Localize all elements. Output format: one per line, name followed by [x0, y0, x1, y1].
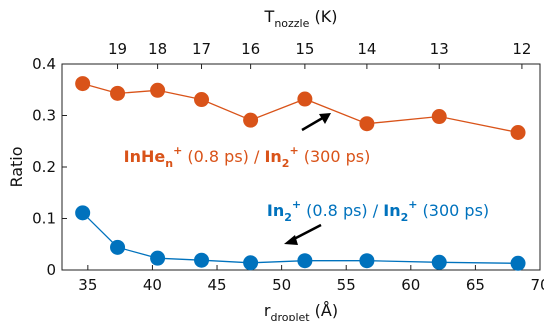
y-tick-label: 0: [46, 261, 56, 279]
annotation-part: In: [267, 201, 284, 220]
data-point-series-2: [431, 254, 447, 270]
series-line-1: [82, 82, 519, 134]
x-tick-label: 55: [337, 276, 356, 294]
x-tick-label: 70: [530, 276, 544, 294]
data-point-series-1: [110, 85, 126, 101]
annotation-part: +: [289, 144, 298, 157]
x-axis-ticks: 35 40 45 50 55 60 65 70: [78, 265, 544, 294]
top-tick-label: 16: [241, 40, 260, 58]
annotation-part: (0.8 ps) /: [182, 147, 264, 166]
annotation-part: +: [173, 144, 182, 157]
annotation-part: 2: [282, 157, 290, 170]
annotation-inhe-ratio: InHen+ (0.8 ps) / In2+ (300 ps): [124, 144, 371, 170]
top-tick-label: 15: [295, 40, 314, 58]
data-point-series-1: [75, 76, 91, 92]
data-point-series-1: [510, 124, 526, 140]
annotation-part: (300 ps): [417, 201, 489, 220]
data-point-series-1: [150, 82, 166, 98]
data-point-series-1: [243, 112, 259, 128]
x-axis-title: rdroplet (Å): [264, 301, 338, 321]
x-tick-label: 45: [207, 276, 226, 294]
data-point-series-2: [150, 250, 166, 266]
annotation-part: (0.8 ps) /: [301, 201, 383, 220]
x-tick-label: 60: [401, 276, 420, 294]
y-axis-ticks: 0 0.1 0.2 0.3 0.4: [32, 55, 67, 279]
x-tick-label: 65: [466, 276, 485, 294]
annotation-in2-ratio: In2+ (0.8 ps) / In2+ (300 ps): [267, 198, 489, 224]
data-point-series-1: [359, 116, 375, 132]
top-axis-ticks: 19 18 17 16 15 14 13 12: [108, 40, 531, 69]
x-tick-label: 50: [272, 276, 291, 294]
y-tick-label: 0.3: [32, 107, 56, 125]
top-tick-label: 19: [108, 40, 127, 58]
x-tick-label: 40: [143, 276, 162, 294]
annotation-part: 2: [401, 211, 409, 224]
top-tick-label: 14: [357, 40, 376, 58]
x-tick-label: 35: [78, 276, 97, 294]
y-tick-label: 0.1: [32, 210, 56, 228]
top-tick-label: 12: [512, 40, 531, 58]
data-point-series-2: [243, 255, 259, 271]
annotation-part: In: [383, 201, 400, 220]
arrow-blue: [291, 223, 322, 242]
annotation-part: n: [165, 157, 173, 170]
annotation-part: InHe: [124, 147, 166, 166]
data-point-series-2: [110, 239, 126, 255]
series-layer: [75, 76, 526, 271]
annotation-part: +: [292, 198, 301, 211]
arrow-blue-head: [284, 235, 298, 245]
top-tick-label: 17: [192, 40, 211, 58]
y-tick-label: 0.4: [32, 55, 56, 73]
annotation-part: (300 ps): [299, 147, 371, 166]
top-tick-label: 18: [148, 40, 167, 58]
data-point-series-2: [194, 252, 210, 268]
arrow-orange-head: [319, 113, 331, 124]
data-point-series-1: [194, 92, 210, 108]
data-point-series-1: [431, 109, 447, 125]
annotation-part: In: [264, 147, 281, 166]
data-point-series-2: [510, 255, 526, 271]
data-point-series-2: [297, 253, 313, 269]
data-point-series-2: [75, 205, 91, 221]
top-axis-title: Tnozzle (K): [264, 7, 338, 30]
annotation-part: +: [408, 198, 417, 211]
y-tick-label: 0.2: [32, 158, 56, 176]
top-tick-label: 13: [430, 40, 449, 58]
annotation-part: 2: [284, 211, 292, 224]
data-point-series-1: [297, 91, 313, 107]
y-axis-title: Ratio: [7, 146, 26, 187]
data-point-series-2: [359, 253, 375, 269]
